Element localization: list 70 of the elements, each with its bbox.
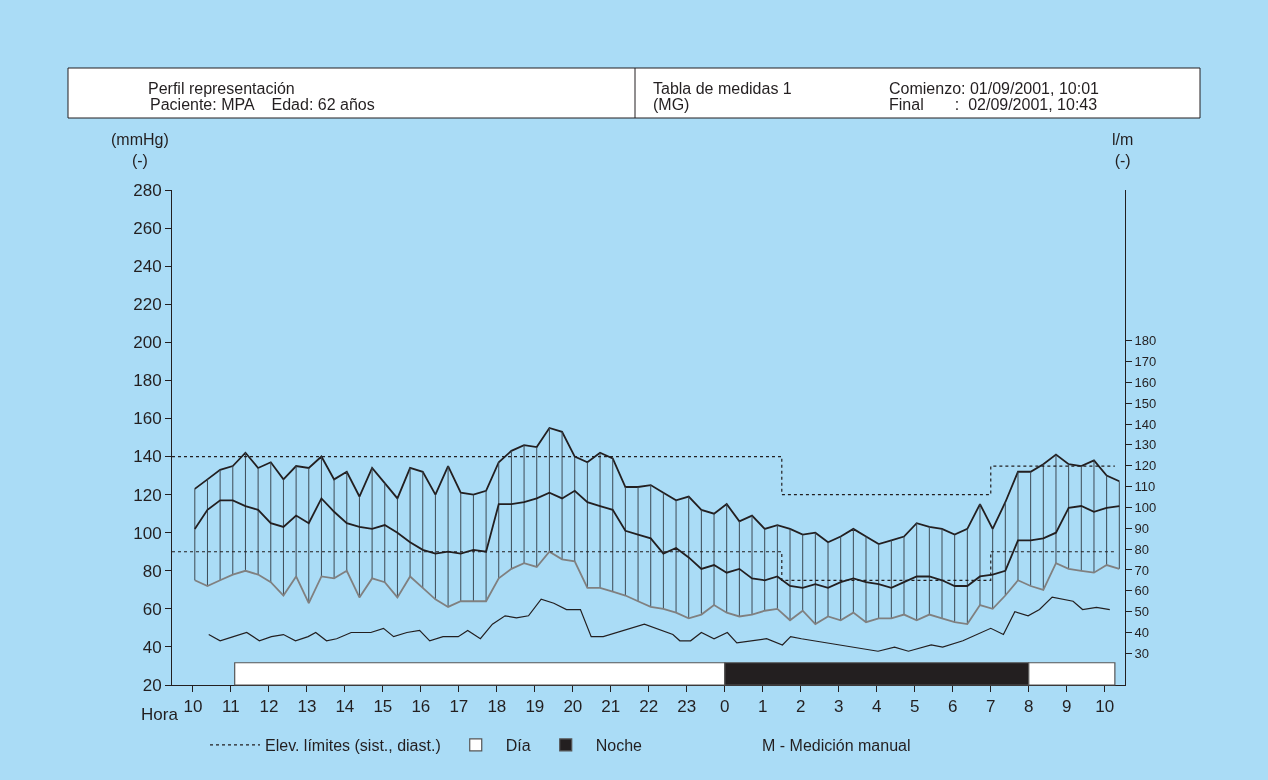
y-tick-label: 60 [142, 599, 162, 619]
x-tick-label: 9 [1062, 697, 1072, 717]
y2-axis-title: l/m (-) [1112, 131, 1134, 169]
y-tick-label: 80 [142, 561, 162, 581]
y2-tick-label: 130 [1134, 437, 1157, 453]
y2-tick-label: 150 [1134, 395, 1157, 411]
y-axis-title: (mmHg) (-) [111, 131, 169, 169]
line-series [208, 596, 1111, 652]
y-tick-label: 180 [133, 371, 162, 391]
text: Final : 02/09/2001, 10:43 [889, 96, 1098, 113]
x-tick-label: 20 [563, 697, 583, 717]
x-tick-label: 12 [259, 697, 279, 717]
x-tick-label: 3 [834, 697, 844, 717]
x-tick-label: 4 [872, 697, 882, 717]
y2-tick-label: 90 [1134, 520, 1150, 536]
y2-tick-label: 100 [1134, 499, 1157, 515]
y2-tick-label: 60 [1134, 583, 1150, 599]
x-tick-label: 10 [1095, 697, 1115, 717]
x-tick-label: 18 [487, 697, 507, 717]
legend-label: Elev. límites (sist., diast.) [265, 737, 441, 755]
x-tick-label: 23 [677, 697, 697, 717]
y-tick-label: 260 [133, 219, 162, 239]
y2-tick-label: 140 [1134, 416, 1157, 432]
text: (MG) [653, 96, 690, 113]
y2-tick-label: 120 [1134, 458, 1157, 474]
y-tick-label: 140 [133, 447, 162, 467]
y-tick-label: 40 [142, 637, 162, 657]
legend-label: Día [505, 737, 531, 755]
x-tick-label: 19 [525, 697, 545, 717]
y-tick-label: 120 [133, 485, 162, 505]
x-tick-label: 0 [720, 697, 730, 717]
y-tick-label: 100 [133, 523, 162, 543]
y-tick-label: 160 [133, 409, 162, 429]
y-tick-label: 200 [133, 333, 162, 353]
x-axis-title: Hora [141, 705, 179, 724]
x-tick-label: 22 [639, 697, 659, 717]
legend-label: Noche [595, 737, 643, 755]
y-tick-label: 240 [133, 257, 162, 277]
y2-tick-label: 40 [1134, 625, 1150, 641]
x-tick-label: 5 [910, 697, 920, 717]
x-tick-label: 1 [758, 697, 768, 717]
y2-tick-label: 50 [1134, 604, 1150, 620]
line-series [193, 550, 1121, 625]
x-tick-label: 11 [222, 697, 240, 717]
x-tick-label: 15 [373, 697, 393, 717]
x-tick-label: 7 [986, 697, 996, 717]
x-tick-label: 17 [449, 697, 469, 717]
y2-tick-label: 30 [1134, 645, 1150, 661]
y-tick-label: 280 [133, 180, 162, 200]
x-tick-label: 16 [411, 697, 431, 717]
y2-tick-label: 180 [1134, 333, 1157, 349]
x-tick-label: 21 [601, 697, 621, 717]
text: M - Medición manual [762, 737, 911, 754]
y2-tick-label: 170 [1134, 354, 1157, 370]
y2-tick-label: 110 [1134, 479, 1156, 495]
text: Tabla de medidas 1 [653, 80, 792, 97]
chart-title: Perfil representación [148, 79, 295, 97]
y2-tick-label: 70 [1134, 562, 1150, 578]
x-tick-label: 13 [297, 697, 317, 717]
y2-tick-label: 80 [1134, 541, 1150, 557]
x-tick-label: 10 [183, 697, 203, 717]
y-tick-label: 220 [133, 295, 162, 315]
y-tick-label: 20 [142, 675, 162, 695]
x-tick-label: 2 [796, 697, 806, 717]
x-tick-label: 14 [335, 697, 355, 717]
x-tick-label: 8 [1024, 697, 1034, 717]
y2-tick-label: 160 [1134, 374, 1157, 390]
text: Comienzo: 01/09/2001, 10:01 [889, 80, 1100, 97]
x-tick-label: 6 [948, 697, 958, 717]
text: Paciente: MPA Edad: 62 años [150, 96, 375, 113]
